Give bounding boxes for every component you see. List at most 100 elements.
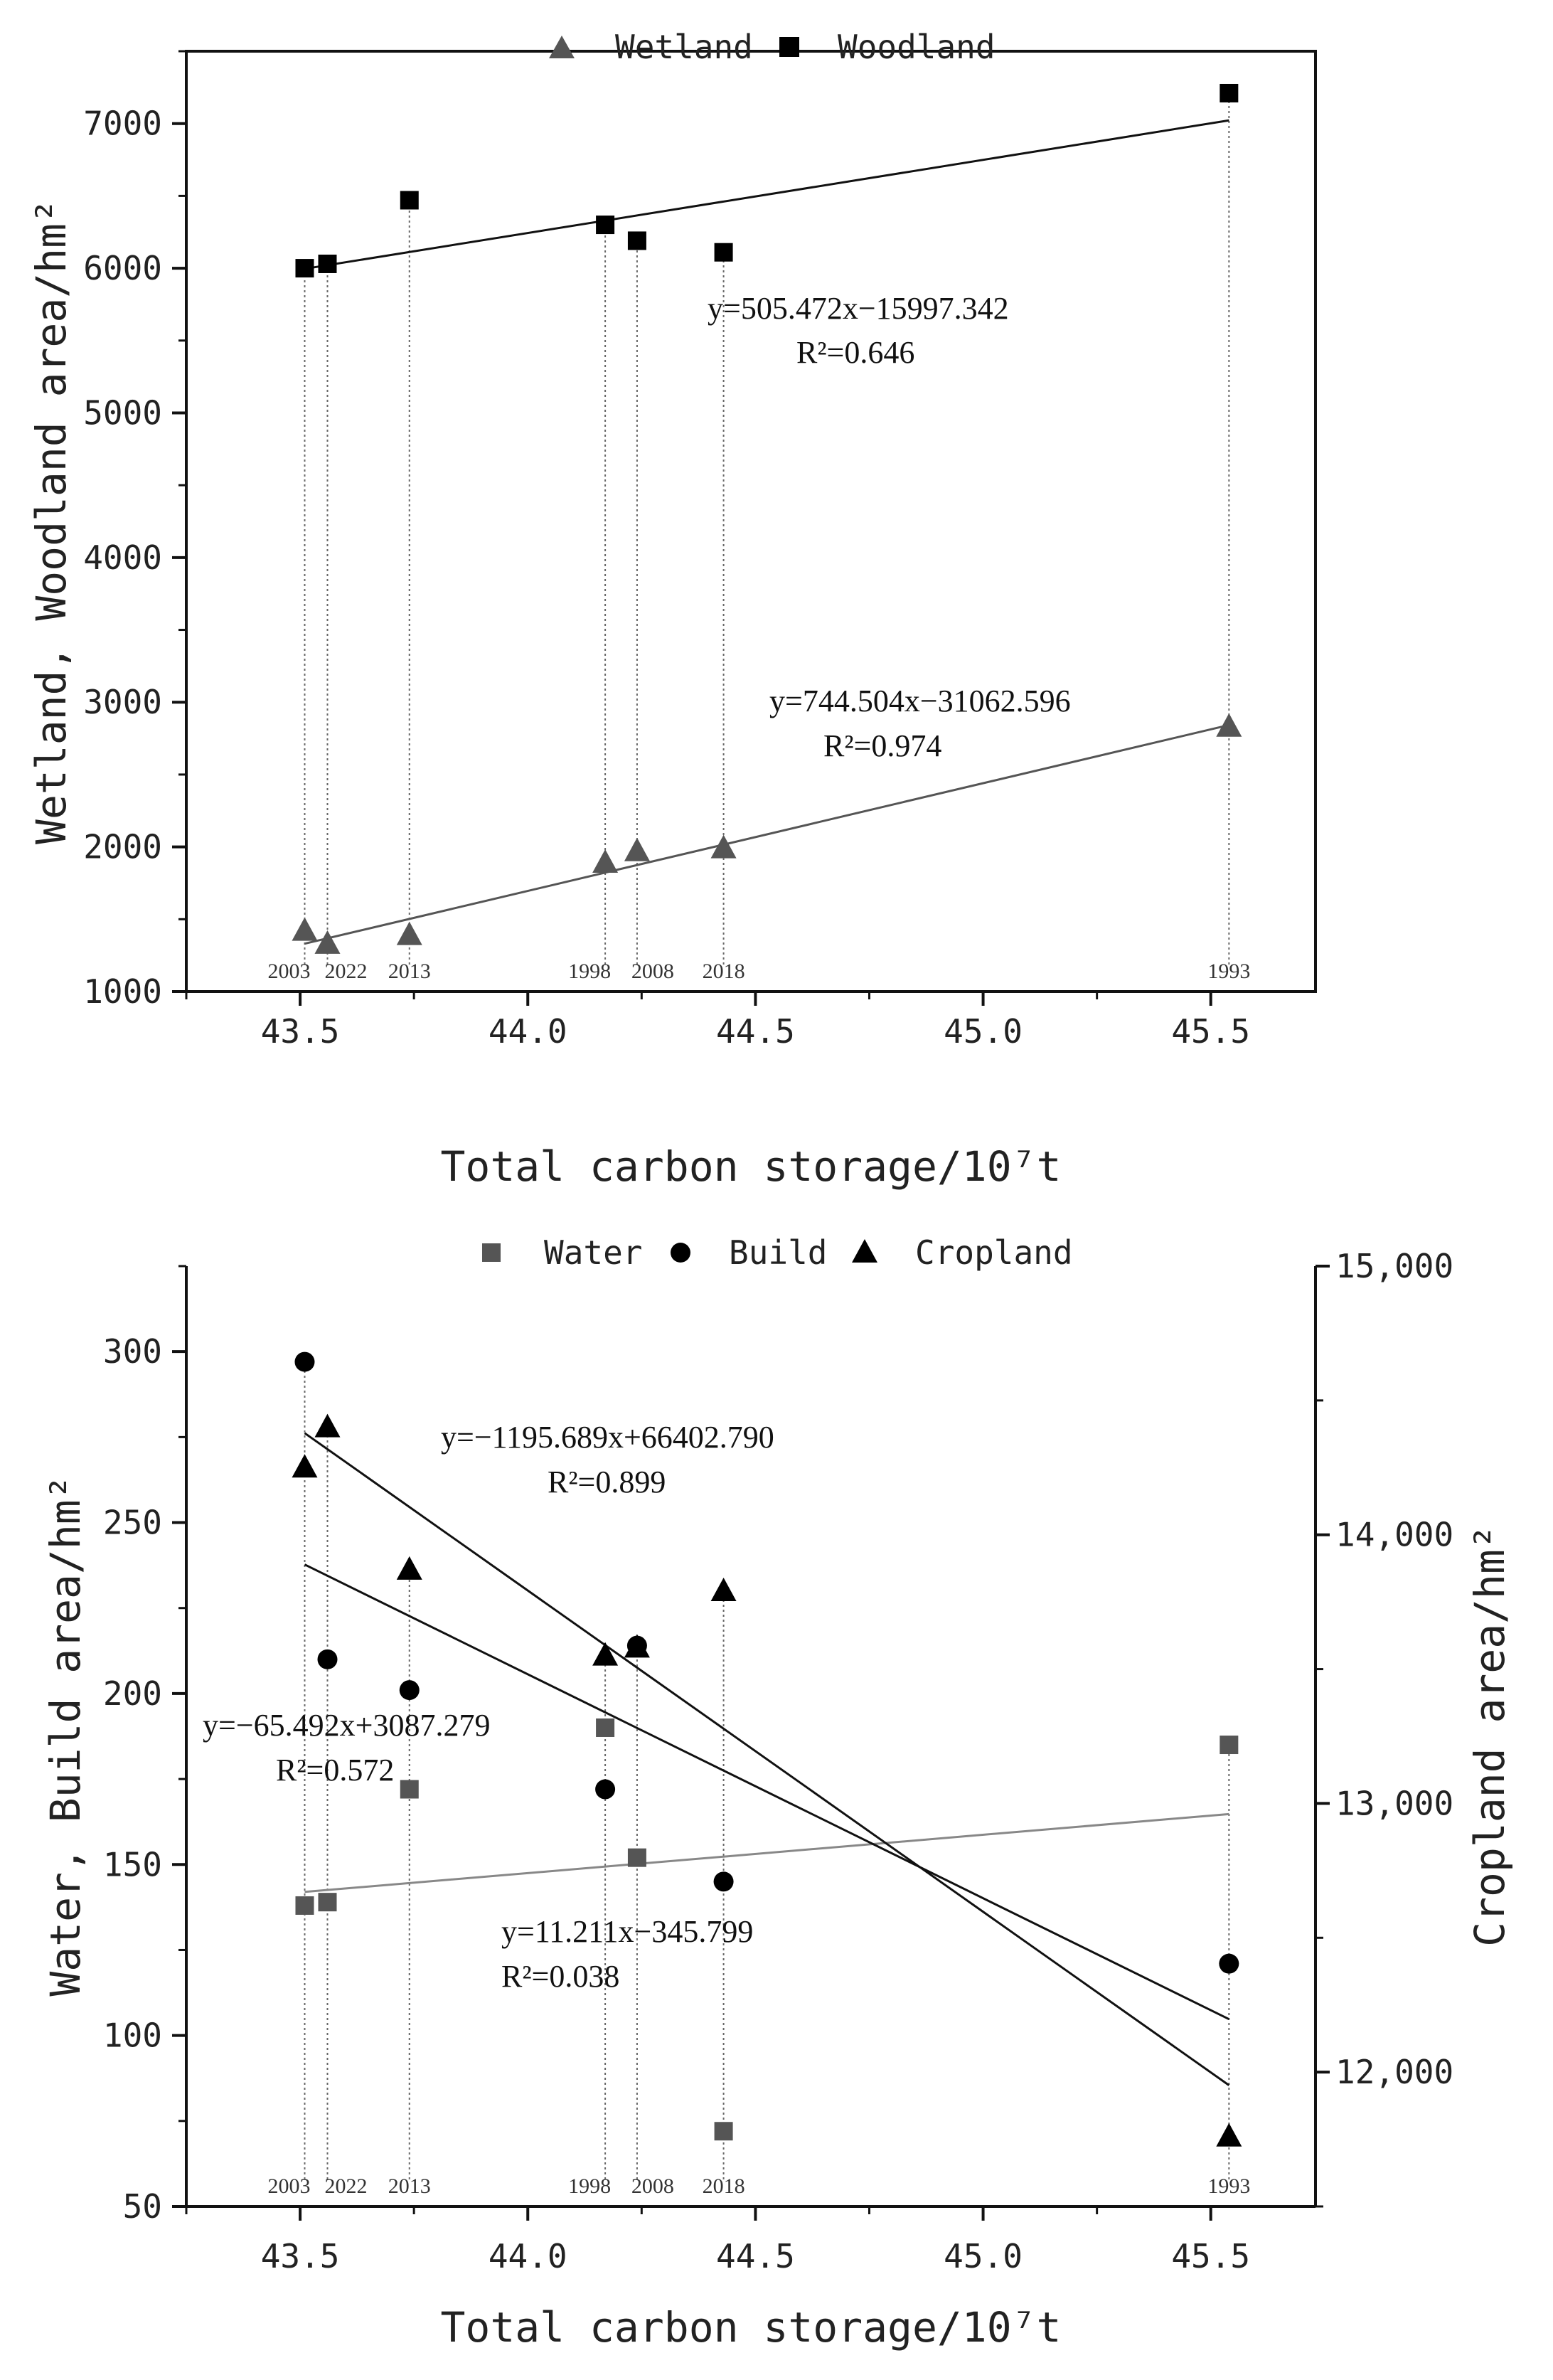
water-point (714, 2122, 733, 2141)
year-labels: 2003 2022 2013 1998 2008 2018 1993 (267, 2174, 1250, 2198)
year-label: 2018 (703, 960, 745, 983)
wetland-point (624, 837, 650, 861)
legend-cropland-label: Cropland (915, 1233, 1073, 1272)
legend-woodland-label: Woodland (838, 28, 996, 66)
wetland-point (314, 930, 341, 954)
fit-lines (304, 119, 1229, 945)
cropland-point (1216, 2123, 1242, 2147)
year-guide-lines (304, 1361, 1230, 2179)
water-point (596, 1718, 615, 1737)
build-point (294, 1351, 315, 1372)
build-r2: R²=0.572 (276, 1753, 394, 1787)
x-tick-label: 43.5 (261, 1012, 340, 1051)
woodland-point (400, 191, 419, 210)
plot-frame (185, 50, 1317, 993)
right-y-tick-label: 14,000 (1335, 1516, 1453, 1554)
year-labels: 2003 2022 2013 1998 2008 2018 1993 (267, 960, 1250, 983)
y-tick-label: 3000 (83, 683, 162, 721)
y-tick-label: 50 (123, 2187, 162, 2226)
build-point (317, 1649, 338, 1669)
woodland-point (1220, 83, 1239, 102)
x-tick-label: 45.5 (1171, 1012, 1250, 1051)
year-label: 1993 (1207, 960, 1250, 983)
cropland-fit-line (304, 1432, 1230, 2086)
water-equation: y=11.211x−345.799 (501, 1914, 753, 1949)
y-tick-label: 1000 (83, 972, 162, 1011)
cropland-point (292, 1454, 318, 1478)
wetland-point (396, 921, 422, 945)
right-y-tick-label: 13,000 (1335, 1784, 1453, 1822)
year-label: 2013 (388, 960, 431, 983)
water-point (318, 1893, 337, 1912)
y-tick-label: 5000 (83, 393, 162, 432)
wetland-point (710, 834, 737, 859)
water-point (1220, 1736, 1239, 1755)
y-tick-label: 250 (103, 1504, 162, 1542)
water-point (627, 1848, 646, 1867)
x-axis-title: Total carbon storage/10⁷t (441, 2303, 1062, 2352)
y-axis-title: Wetland, Woodland area/hm² (27, 198, 75, 844)
wetland-point (292, 917, 318, 941)
fit-lines (304, 1432, 1230, 2086)
year-label: 2018 (703, 2174, 745, 2198)
year-label: 2022 (325, 2174, 368, 2198)
year-label: 1993 (1207, 2174, 1250, 2198)
build-fit-line (304, 1563, 1230, 2021)
y-tick-label: 200 (103, 1674, 162, 1713)
woodland-point (318, 254, 337, 273)
y-axis-ticks: 50 100 150 200 250 300 (103, 1265, 186, 2226)
build-point (1219, 1953, 1239, 1974)
y-tick-label: 7000 (83, 105, 162, 143)
water-r2: R²=0.038 (501, 1959, 619, 1994)
x-tick-label: 45.0 (944, 1012, 1023, 1051)
woodland-equation: y=505.472x−15997.342 (708, 291, 1009, 326)
x-tick-label: 44.5 (716, 2237, 795, 2275)
y-tick-label: 6000 (83, 249, 162, 287)
year-label: 2013 (388, 2174, 431, 2198)
woodland-r2: R²=0.646 (796, 335, 914, 370)
x-tick-label: 44.5 (716, 1012, 795, 1051)
right-y-tick-label: 12,000 (1335, 2053, 1453, 2091)
year-label: 2003 (267, 960, 310, 983)
woodland-fit-line (304, 119, 1229, 270)
cropland-point (592, 1642, 619, 1666)
y-tick-label: 100 (103, 2017, 162, 2055)
wetland-woodland-panel: 2003 2022 2013 1998 2008 2018 1993 43.5 44.0 44.… (27, 28, 1317, 1191)
cropland-point (710, 1578, 737, 1602)
x-axis-title: Total carbon storage/10⁷t (441, 1142, 1062, 1191)
woodland-point (295, 259, 314, 278)
build-point (713, 1871, 734, 1892)
water-point (400, 1780, 419, 1799)
legend-wetland-label: Wetland (615, 28, 753, 66)
woodland-point (714, 243, 733, 262)
wetland-point (1216, 713, 1242, 737)
year-label: 1998 (568, 960, 611, 983)
y-axis-ticks: 1000 2000 3000 4000 5000 6000 7000 (83, 50, 186, 1011)
water-build-cropland-panel: 2003 2022 2013 1998 2008 2018 1993 43.5 44.0 44.… (41, 1233, 1514, 2352)
right-y-tick-label: 15,000 (1335, 1247, 1453, 1285)
y-tick-label: 300 (103, 1332, 162, 1371)
woodland-point (596, 216, 615, 235)
x-axis-ticks: 43.5 44.0 44.5 45.0 45.5 (185, 2206, 1250, 2275)
legend: Water Build Cropland (482, 1233, 1073, 1272)
legend-woodland-marker (779, 37, 799, 57)
x-tick-label: 43.5 (261, 2237, 340, 2275)
wetland-fit-line (304, 723, 1229, 945)
data-points (292, 1351, 1242, 2147)
year-label: 1998 (568, 2174, 611, 2198)
right-y-axis-ticks: 12,000 13,000 14,000 15,000 (1315, 1247, 1453, 2208)
legend-water-marker (482, 1243, 501, 1262)
cropland-point (624, 1634, 650, 1658)
legend: Wetland Woodland (549, 28, 996, 66)
x-tick-label: 44.0 (489, 1012, 567, 1051)
cropland-point (314, 1413, 341, 1438)
x-tick-label: 45.0 (944, 2237, 1023, 2275)
year-label: 2022 (325, 960, 368, 983)
x-tick-label: 44.0 (489, 2237, 567, 2275)
build-point (595, 1779, 616, 1800)
y-tick-label: 4000 (83, 538, 162, 577)
cropland-r2: R²=0.899 (548, 1465, 666, 1499)
x-axis-ticks: 43.5 44.0 44.5 45.0 45.5 (185, 992, 1250, 1051)
legend-build-label: Build (729, 1233, 827, 1272)
